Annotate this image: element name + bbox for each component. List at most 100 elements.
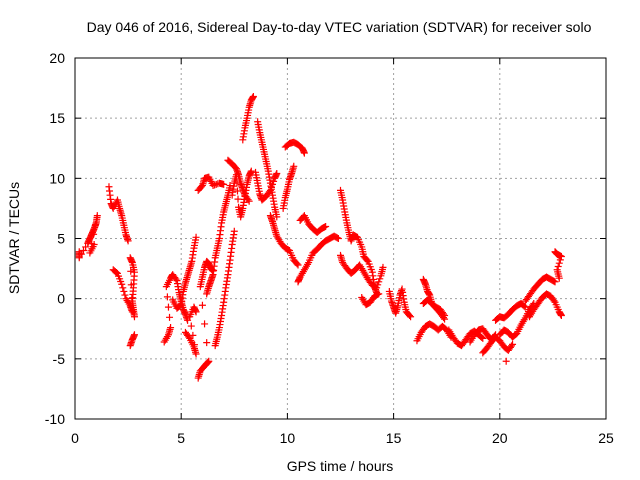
series-prn-w	[337, 251, 387, 292]
series-prn-m	[228, 167, 255, 221]
series-prn-ae	[479, 333, 517, 357]
x-tick-label: 10	[280, 430, 296, 446]
data-point	[551, 278, 559, 286]
data-point	[407, 313, 415, 321]
data-point	[294, 261, 302, 269]
series-prn-g	[181, 303, 200, 358]
data-point	[333, 234, 341, 242]
data-point	[212, 180, 220, 188]
series-prn-i	[194, 173, 228, 194]
series-prn-ac	[445, 326, 487, 350]
x-tick-label: 0	[71, 430, 79, 446]
data-point	[375, 290, 383, 298]
series-prn-z	[413, 320, 455, 345]
data-point	[507, 342, 515, 350]
data-point	[557, 253, 565, 261]
data-point	[555, 259, 563, 267]
data-point	[321, 223, 329, 231]
x-tick-label: 5	[177, 430, 185, 446]
data-point	[233, 187, 241, 195]
series-prn-b	[105, 183, 132, 245]
series-prn-x	[358, 290, 383, 309]
series-prn-ak	[551, 248, 565, 282]
data-point	[441, 315, 449, 323]
data-point	[557, 312, 565, 320]
y-tick-label: 10	[49, 170, 65, 186]
data-point	[176, 302, 184, 310]
data-point	[130, 331, 138, 339]
x-tick-label: 20	[492, 430, 508, 446]
data-point	[90, 241, 98, 249]
y-tick-label: -5	[53, 351, 66, 367]
data-point	[509, 340, 517, 348]
data-point	[479, 334, 487, 342]
y-axis-tick-labels: -10 -5 0 5 10 15 20	[45, 50, 65, 427]
data-points	[75, 93, 565, 382]
data-point	[79, 247, 87, 255]
data-point	[406, 312, 414, 320]
data-point	[374, 290, 382, 298]
data-point	[198, 301, 206, 309]
data-point	[290, 162, 298, 170]
x-axis-tick-labels: 0 5 10 15 20 25	[71, 430, 614, 446]
data-point	[120, 287, 128, 295]
data-point	[127, 267, 135, 275]
series-prn-h	[194, 257, 217, 382]
data-point	[209, 182, 217, 190]
chart-title: Day 046 of 2016, Sidereal Day-to-day VTE…	[87, 19, 592, 35]
data-point	[550, 277, 558, 285]
data-point	[184, 316, 192, 324]
data-point	[478, 333, 486, 341]
series-prn-y	[385, 285, 415, 321]
data-point	[119, 284, 127, 292]
data-point	[211, 181, 219, 189]
data-point	[130, 313, 138, 321]
data-point	[90, 230, 98, 238]
series-prn-r	[279, 162, 298, 212]
data-point	[167, 324, 175, 332]
data-point	[201, 320, 209, 328]
data-point	[363, 256, 371, 264]
data-point	[521, 303, 529, 311]
data-point	[334, 235, 342, 242]
data-point	[91, 221, 99, 229]
series-prn-o	[252, 168, 281, 204]
data-point	[550, 297, 558, 305]
data-point	[124, 237, 132, 245]
series-prn-n	[239, 93, 257, 144]
data-point	[249, 93, 257, 101]
data-point	[374, 281, 382, 289]
data-point	[520, 302, 528, 310]
data-point	[197, 183, 205, 191]
data-point	[82, 243, 90, 251]
data-point	[185, 333, 193, 341]
data-point	[375, 278, 383, 286]
x-tick-label: 25	[598, 430, 614, 446]
data-point	[379, 263, 387, 271]
data-point	[189, 331, 197, 339]
series-prn-ah	[502, 357, 510, 365]
data-point	[245, 197, 253, 205]
data-point	[234, 195, 242, 203]
series-prn-s	[281, 138, 308, 157]
data-point	[172, 275, 180, 283]
y-tick-label: 0	[57, 291, 65, 307]
series-prn-v	[337, 186, 381, 297]
data-point	[293, 260, 301, 268]
data-point	[555, 274, 563, 282]
axis-ticks	[74, 57, 607, 420]
series-prn-k	[211, 227, 238, 350]
series-prn-ag	[496, 299, 538, 341]
data-point	[166, 313, 174, 321]
y-tick-label: 15	[49, 110, 65, 126]
series-prn-c	[109, 254, 138, 321]
series-prn-aj	[526, 290, 565, 321]
series-prn-u	[294, 232, 342, 286]
data-point	[77, 250, 85, 258]
data-point	[75, 254, 83, 262]
data-point	[233, 179, 241, 187]
data-point	[247, 167, 255, 175]
data-point	[192, 233, 200, 241]
series-prn-a	[75, 212, 101, 262]
